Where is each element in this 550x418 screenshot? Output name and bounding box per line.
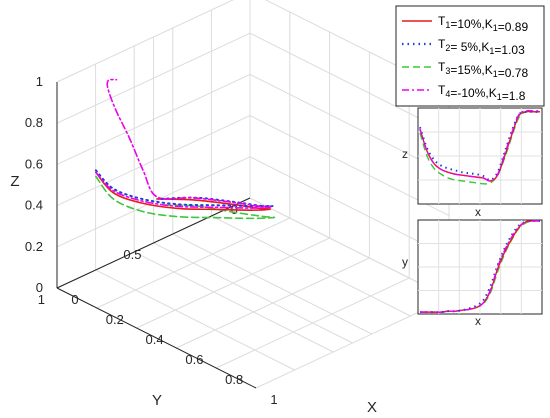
- inset-series-blue: [419, 110, 540, 182]
- inset-bottom: x y: [402, 219, 543, 328]
- legend-label-1: T1=10%,K1=0.89: [438, 14, 528, 34]
- y-tick-label: 0.5: [123, 247, 141, 262]
- y-axis-label: Y: [152, 392, 162, 409]
- z-tick-label: 0.2: [25, 239, 43, 254]
- z-grid-line: [56, 197, 450, 299]
- y-grid-line: [210, 10, 411, 317]
- z-tick-label: 0.4: [25, 198, 43, 213]
- y-axis-line: [56, 197, 251, 289]
- inset-bottom-ylabel: y: [402, 255, 408, 269]
- z-grid-line: [56, 0, 450, 93]
- x-tick-label: 0.4: [146, 332, 164, 347]
- y-grid-line: [153, 37, 353, 344]
- series-line-4: [95, 78, 272, 209]
- legend-label-3: T3=15%,K1=0.78: [438, 60, 528, 80]
- z-grid-line: [56, 32, 450, 134]
- inset-bottom-grid: [418, 220, 542, 314]
- legend: T1=10%,K1=0.89 T2= 5%,K1=1.03 T3=15%,K1=0.…: [395, 5, 545, 107]
- z-grid-line: [56, 73, 450, 175]
- inset-series-green: [419, 110, 540, 185]
- x-grid-line: [215, 72, 410, 369]
- series-line-2: [94, 169, 274, 208]
- legend-items: T1=10%,K1=0.89 T2= 5%,K1=1.03 T3=15%,K1=0.…: [402, 14, 528, 103]
- inset-series-magenta: [419, 109, 540, 182]
- y-tick-label: 1: [38, 292, 45, 307]
- z-axis-label: Z: [10, 173, 19, 190]
- x-axis-label: X: [367, 399, 377, 416]
- x-grid-line: [176, 52, 370, 349]
- inset-top: x z: [402, 107, 543, 219]
- inset-bottom-series: [420, 219, 541, 314]
- inset-top-xlabel: x: [475, 205, 481, 219]
- inset-bottom-xlabel: x: [475, 314, 481, 328]
- z-grid-line: [56, 115, 450, 217]
- z-tick-label: 1: [36, 74, 43, 89]
- legend-label-2: T2= 5%,K1=1.03: [438, 37, 525, 57]
- z-tick-label: 0: [36, 280, 43, 295]
- x-tick-label: 1: [270, 392, 277, 407]
- x-tick-label: 0: [71, 292, 78, 307]
- inset-top-series: [419, 109, 540, 185]
- y-grid-line: [172, 28, 373, 335]
- x-tick-label: 0.6: [185, 352, 203, 367]
- x-tick-label: 0.8: [225, 372, 243, 387]
- inset-series-magenta: [420, 220, 541, 313]
- main-plot-series: [94, 78, 276, 220]
- series-line-1: [95, 171, 272, 211]
- x-tick-label: 0.2: [106, 312, 124, 327]
- legend-label-4: T4=-10%,K1=1.8: [438, 83, 526, 103]
- inset-top-grid: [418, 108, 542, 204]
- z-tick-label: 0.6: [25, 156, 43, 171]
- inset-top-ylabel: z: [402, 147, 408, 161]
- x-grid-line: [96, 12, 291, 309]
- z-tick-label: 0.8: [25, 115, 43, 130]
- x-grid-line: [136, 32, 331, 329]
- x-axis-line: [56, 287, 257, 389]
